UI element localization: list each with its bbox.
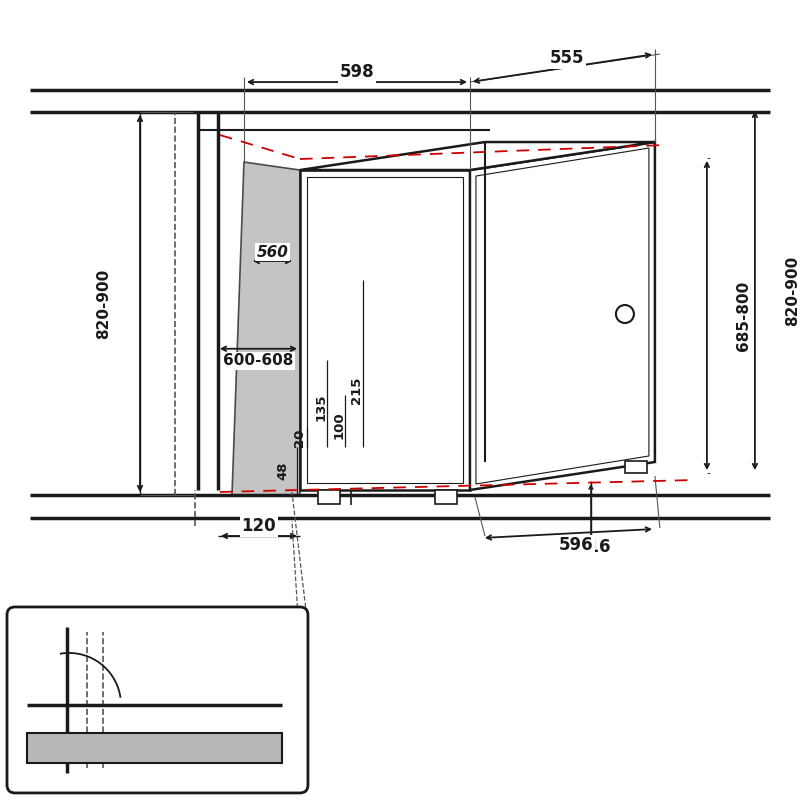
Bar — [318, 490, 340, 504]
Text: 48: 48 — [277, 462, 290, 480]
Text: 20: 20 — [294, 429, 306, 447]
FancyBboxPatch shape — [7, 607, 308, 793]
Text: 670: 670 — [165, 631, 202, 649]
Text: 120: 120 — [242, 517, 276, 535]
Text: 820-900: 820-900 — [97, 268, 111, 338]
Text: 600-608: 600-608 — [223, 354, 294, 368]
Bar — [625, 461, 647, 473]
Text: 135: 135 — [314, 394, 327, 421]
Polygon shape — [300, 142, 655, 170]
Text: 598: 598 — [340, 63, 374, 81]
Polygon shape — [470, 142, 655, 490]
Text: 215: 215 — [350, 376, 363, 404]
Bar — [27, 733, 282, 763]
Text: 116: 116 — [577, 538, 611, 556]
Bar — [435, 490, 457, 504]
Text: 685-800: 685-800 — [736, 280, 751, 350]
Text: 100: 100 — [333, 411, 346, 439]
Polygon shape — [300, 170, 470, 490]
Text: 820-900: 820-900 — [786, 255, 800, 326]
Text: 555: 555 — [550, 49, 585, 67]
Text: 560: 560 — [257, 245, 289, 259]
Polygon shape — [232, 162, 300, 495]
Text: 596: 596 — [559, 537, 594, 554]
